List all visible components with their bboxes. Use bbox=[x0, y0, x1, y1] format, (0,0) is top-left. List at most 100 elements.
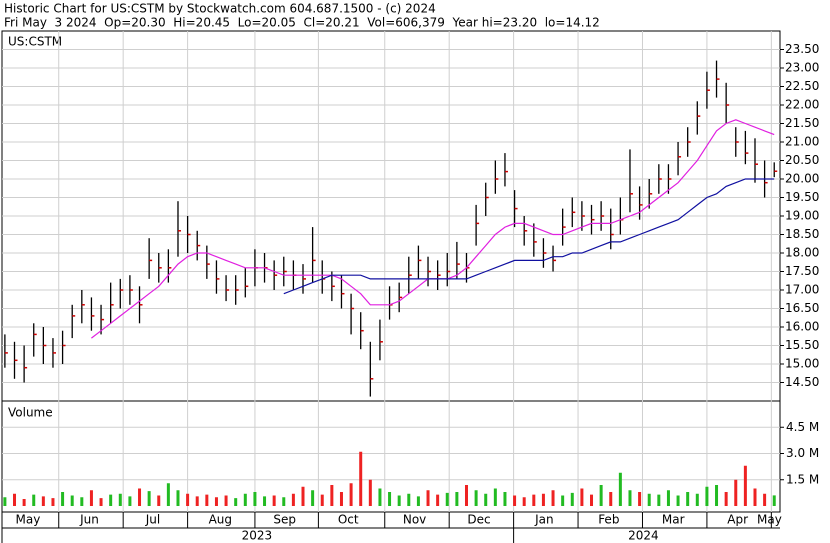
volume-bar bbox=[41, 496, 45, 506]
y-tick-label: 16.00 bbox=[785, 320, 819, 334]
volume-bar bbox=[263, 496, 267, 506]
y-tick-label: 18.00 bbox=[785, 246, 819, 260]
volume-bar bbox=[272, 495, 276, 506]
volume-bar bbox=[349, 483, 353, 506]
volume-bar bbox=[359, 451, 363, 506]
volume-bar bbox=[320, 494, 324, 506]
volume-bar bbox=[695, 493, 699, 506]
y-tick-label: 23.50 bbox=[785, 42, 819, 56]
volume-bar bbox=[22, 499, 26, 506]
symbol-label: US:CSTM bbox=[8, 35, 62, 49]
y-tick-label: 15.00 bbox=[785, 357, 819, 371]
volume-bar bbox=[493, 488, 497, 506]
volume-bar bbox=[676, 495, 680, 506]
y-tick-label: 19.00 bbox=[785, 209, 819, 223]
volume-bar bbox=[445, 492, 449, 506]
volume-bar bbox=[205, 494, 209, 506]
volume-bar bbox=[763, 493, 767, 506]
y-tick-label: 21.50 bbox=[785, 116, 819, 130]
y-tick-label: 20.00 bbox=[785, 172, 819, 186]
y-tick-label: 22.50 bbox=[785, 79, 819, 93]
volume-bar bbox=[455, 492, 459, 506]
volume-bar bbox=[253, 492, 257, 506]
volume-bar bbox=[186, 493, 190, 506]
x-tick-label: Oct bbox=[338, 513, 359, 527]
volume-bar bbox=[339, 492, 343, 506]
plot-layer: 14.50 15.00 15.50 16.00 16.50 17.00 17.50 18.00… bbox=[2, 31, 819, 543]
volume-bar bbox=[397, 495, 401, 506]
volume-bar bbox=[301, 486, 305, 506]
volume-bar bbox=[647, 493, 651, 506]
volume-bar bbox=[503, 492, 507, 506]
volume-bar bbox=[51, 498, 55, 506]
volume-bar bbox=[234, 498, 238, 506]
volume-bar bbox=[734, 479, 738, 506]
y-tick-label: 20.50 bbox=[785, 153, 819, 167]
volume-bar bbox=[590, 494, 594, 506]
volume-bar bbox=[118, 493, 122, 506]
volume-bar bbox=[61, 492, 65, 506]
volume-bar bbox=[426, 490, 430, 506]
volume-bar bbox=[176, 490, 180, 506]
volume-bar bbox=[580, 488, 584, 506]
volume-bar bbox=[291, 493, 295, 506]
volume-bar bbox=[138, 488, 142, 506]
volume-bar bbox=[724, 492, 728, 506]
x-tick-label: Sep bbox=[273, 513, 296, 527]
volume-bar bbox=[753, 488, 757, 506]
volume-bar bbox=[522, 497, 526, 506]
x-tick-label: May bbox=[16, 513, 41, 527]
volume-bar bbox=[513, 495, 517, 506]
x-tick-label: Aug bbox=[209, 513, 232, 527]
volume-bar bbox=[89, 490, 93, 506]
volume-bar bbox=[224, 495, 228, 506]
volume-bar bbox=[157, 495, 161, 506]
x-tick-label: Dec bbox=[467, 513, 490, 527]
volume-bar bbox=[541, 493, 545, 506]
x-tick-label: Jan bbox=[534, 513, 554, 527]
x-tick-label: Apr bbox=[727, 513, 748, 527]
volume-bar bbox=[464, 485, 468, 506]
volume-bar bbox=[715, 485, 719, 506]
volume-bar bbox=[378, 488, 382, 506]
volume-bar bbox=[13, 493, 17, 506]
volume-bar bbox=[368, 479, 372, 506]
year-label: 2024 bbox=[628, 529, 659, 543]
year-label: 2023 bbox=[242, 529, 273, 543]
volume-bar bbox=[282, 497, 286, 506]
volume-bar bbox=[436, 494, 440, 506]
volume-bar bbox=[243, 493, 247, 506]
x-tick-label: Jun bbox=[79, 513, 99, 527]
volume-bar bbox=[214, 497, 218, 506]
volume-bar bbox=[166, 483, 170, 506]
volume-bar bbox=[657, 494, 661, 506]
volume-bar bbox=[32, 494, 36, 506]
y-tick-label: 23.00 bbox=[785, 61, 819, 75]
y-tick-label: 21.00 bbox=[785, 135, 819, 149]
volume-bar bbox=[743, 465, 747, 506]
volume-bar bbox=[484, 493, 488, 506]
volume-bar bbox=[311, 490, 315, 506]
y-tick-label: 16.50 bbox=[785, 301, 819, 315]
header-title: Historic Chart for US:CSTM by Stockwatch… bbox=[4, 2, 436, 16]
header-quote: Fri May 3 2024 Op=20.30 Hi=20.45 Lo=20.0… bbox=[4, 16, 600, 30]
volume-bar bbox=[570, 492, 574, 506]
volume-bar bbox=[195, 496, 199, 506]
volume-bar bbox=[532, 494, 536, 506]
y-tick-label: 18.50 bbox=[785, 227, 819, 241]
x-tick-label: Nov bbox=[403, 513, 426, 527]
volume-bar bbox=[128, 496, 132, 506]
y-tick-label: 15.50 bbox=[785, 338, 819, 352]
volume-bar bbox=[99, 498, 103, 506]
volume-bar bbox=[70, 495, 74, 506]
volume-bar bbox=[416, 496, 420, 506]
volume-bar bbox=[666, 490, 670, 506]
y-tick-label: 17.00 bbox=[785, 283, 819, 297]
y-tick-label: 1.5 M bbox=[786, 472, 819, 486]
x-tick-label: Mar bbox=[662, 513, 685, 527]
volume-bar bbox=[388, 492, 392, 506]
volume-bar bbox=[474, 490, 478, 506]
x-tick-label: Jul bbox=[145, 513, 160, 527]
